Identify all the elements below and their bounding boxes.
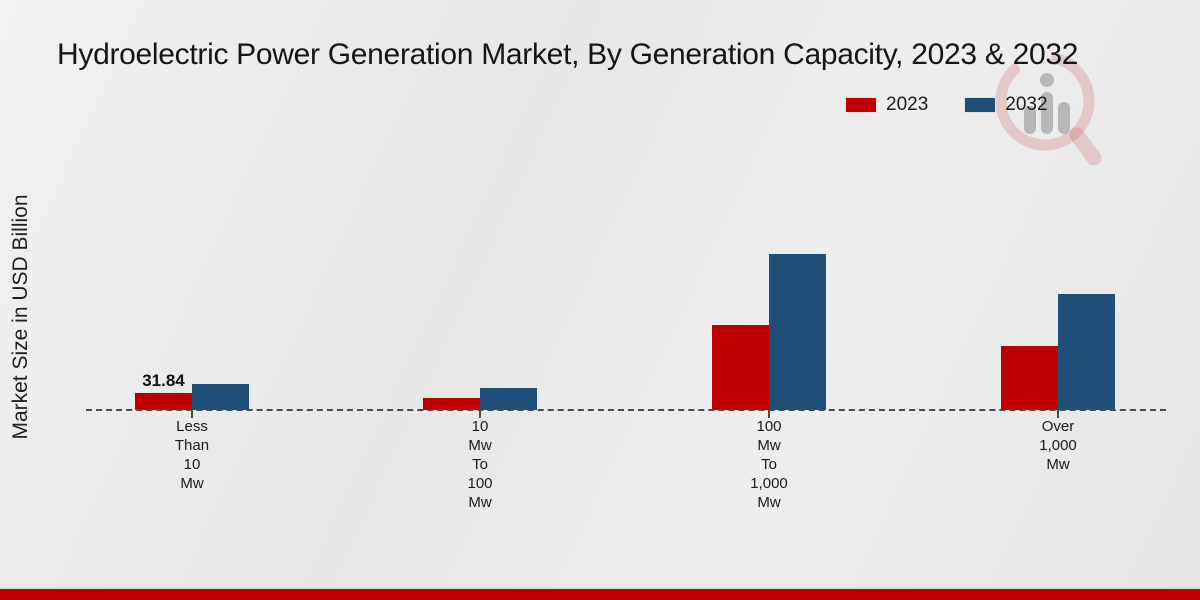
legend-label-2032: 2032 [1005, 94, 1048, 115]
bar-2032-group-2 [480, 388, 537, 410]
x-axis-tick [479, 410, 481, 418]
x-axis-tick [768, 410, 770, 418]
legend-swatch-2032 [964, 97, 997, 113]
bar-2032-group-3 [769, 254, 826, 410]
x-tick-label: Less Than 10 Mw [174, 418, 210, 492]
x-axis-baseline [86, 409, 1166, 411]
legend-item-2023: 2023 [845, 94, 928, 116]
legend-label-2023: 2023 [886, 94, 929, 115]
bar-2023-group-2 [423, 398, 480, 410]
x-axis-tick [1057, 410, 1059, 418]
brand-watermark-icon [995, 51, 1102, 166]
bar-value-label: 31.84 [142, 371, 185, 390]
bar-2032-group-4 [1058, 294, 1115, 410]
bar-2023-group-4 [1001, 346, 1058, 410]
bar-2023-group-3 [712, 325, 769, 410]
legend-item-2032: 2032 [964, 94, 1048, 116]
bar-2023-group-1 [135, 393, 192, 410]
y-axis-title: Market Size in USD Billion [9, 194, 32, 440]
legend: 2023 2032 [845, 94, 1048, 116]
footer-accent-band [0, 587, 1200, 600]
x-tick-label: 100 Mw To 1,000 Mw [750, 418, 788, 511]
page-title: Hydroelectric Power Generation Market, B… [57, 38, 1079, 71]
x-tick-label: Over 1,000 Mw [1039, 418, 1077, 473]
bar-2032-group-1 [192, 384, 249, 410]
legend-swatch-2023 [845, 97, 877, 113]
x-tick-label: 10 Mw To 100 Mw [467, 418, 493, 511]
x-axis-tick [191, 410, 193, 418]
